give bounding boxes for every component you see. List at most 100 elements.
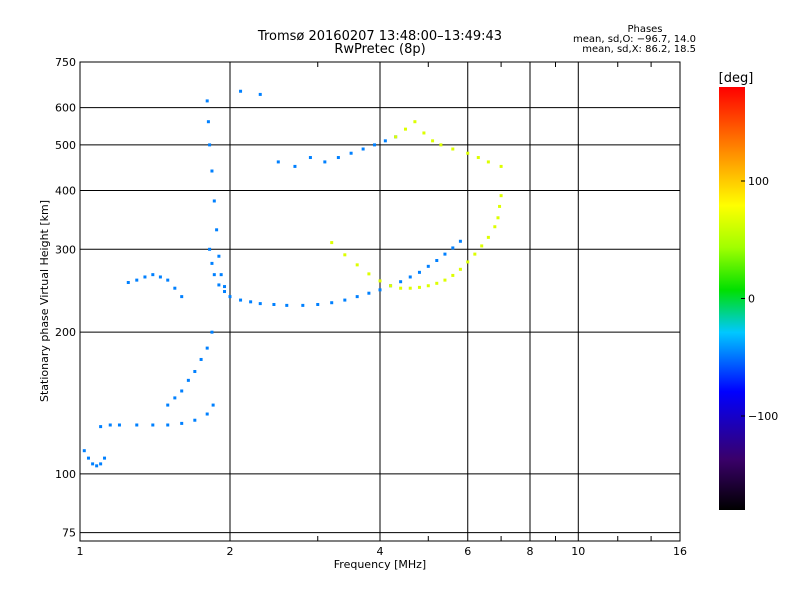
colorbar-label: [deg]	[719, 71, 754, 86]
data-point	[95, 464, 99, 468]
data-point	[215, 228, 219, 232]
data-point	[451, 147, 455, 151]
data-point	[389, 284, 393, 288]
data-point	[355, 295, 359, 299]
data-point	[228, 295, 232, 299]
data-point	[210, 330, 214, 334]
data-point	[408, 286, 412, 290]
data-point	[476, 156, 480, 160]
data-point	[343, 298, 347, 302]
colorbar-gradient	[719, 87, 745, 510]
data-point	[151, 423, 155, 427]
x-tick-label: 16	[673, 545, 687, 558]
y-tick-label: 300	[55, 243, 76, 256]
data-point	[276, 160, 280, 164]
data-point	[82, 449, 86, 453]
x-tick-label: 8	[527, 545, 534, 558]
y-tick-label: 500	[55, 139, 76, 152]
data-point	[117, 423, 121, 427]
data-point	[205, 412, 209, 416]
data-point	[208, 247, 212, 251]
data-point	[223, 290, 227, 294]
data-point	[367, 291, 371, 295]
data-point	[173, 286, 177, 290]
data-point	[367, 272, 371, 276]
data-point	[223, 285, 227, 289]
y-axis-label: Stationary phase Virtual Height [km]	[38, 200, 51, 402]
colorbar-tick-label: 0	[748, 293, 755, 306]
data-point	[206, 120, 210, 124]
data-point	[355, 263, 359, 267]
x-tick-label: 1	[77, 545, 84, 558]
data-point	[451, 246, 455, 250]
data-point	[193, 369, 197, 373]
x-tick-label: 2	[227, 545, 234, 558]
data-points	[82, 89, 503, 468]
data-point	[180, 295, 184, 299]
data-point	[394, 135, 398, 139]
data-point	[486, 160, 490, 164]
data-point	[473, 252, 477, 256]
data-point	[186, 378, 190, 382]
data-point	[408, 275, 412, 279]
data-point	[496, 216, 500, 220]
data-point	[426, 284, 430, 288]
x-tick-label: 4	[377, 545, 384, 558]
data-point	[443, 252, 447, 256]
data-point	[166, 403, 170, 407]
data-point	[336, 156, 340, 160]
data-point	[458, 267, 462, 271]
data-point	[499, 164, 503, 168]
data-point	[258, 92, 262, 96]
data-point	[361, 147, 365, 151]
data-point	[293, 164, 297, 168]
data-point	[426, 264, 430, 268]
data-point	[158, 275, 162, 279]
data-point	[219, 273, 223, 277]
grid-lines	[80, 62, 680, 541]
data-point	[258, 302, 262, 306]
data-point	[217, 254, 221, 258]
data-point	[343, 253, 347, 257]
data-point	[466, 151, 470, 155]
data-point	[272, 302, 276, 306]
data-point	[249, 300, 253, 304]
data-point	[239, 89, 243, 93]
data-point	[180, 389, 184, 393]
data-point	[378, 288, 382, 292]
data-point	[86, 456, 90, 460]
data-point	[143, 275, 147, 279]
colorbar-ticks: 100 0 −100	[741, 175, 778, 423]
data-point	[99, 425, 103, 429]
y-tick-label: 200	[55, 326, 76, 339]
data-point	[458, 239, 462, 243]
data-point	[498, 204, 502, 208]
data-point	[210, 261, 214, 265]
data-point	[443, 278, 447, 282]
phases-o-stats: mean, sd,O: −96.7, 14.0	[573, 34, 696, 45]
data-point	[323, 160, 327, 164]
data-point	[330, 241, 334, 245]
data-point	[316, 302, 320, 306]
data-point	[103, 456, 107, 460]
data-point	[205, 99, 209, 103]
data-point	[417, 285, 421, 289]
colorbar-tick-label: −100	[748, 410, 778, 423]
data-point	[193, 418, 197, 422]
y-tick-label: 75	[62, 527, 76, 540]
data-point	[451, 273, 455, 277]
data-point	[413, 120, 417, 124]
data-point	[435, 281, 439, 285]
data-point	[301, 303, 305, 307]
data-point	[173, 396, 177, 400]
x-tick-label: 10	[571, 545, 585, 558]
data-point	[285, 303, 289, 307]
data-point	[499, 194, 503, 198]
data-point	[151, 273, 155, 277]
data-point	[166, 423, 170, 427]
data-point	[422, 131, 426, 135]
x-tick-label: 6	[464, 545, 471, 558]
data-point	[431, 139, 435, 143]
y-tick-label: 100	[55, 468, 76, 481]
